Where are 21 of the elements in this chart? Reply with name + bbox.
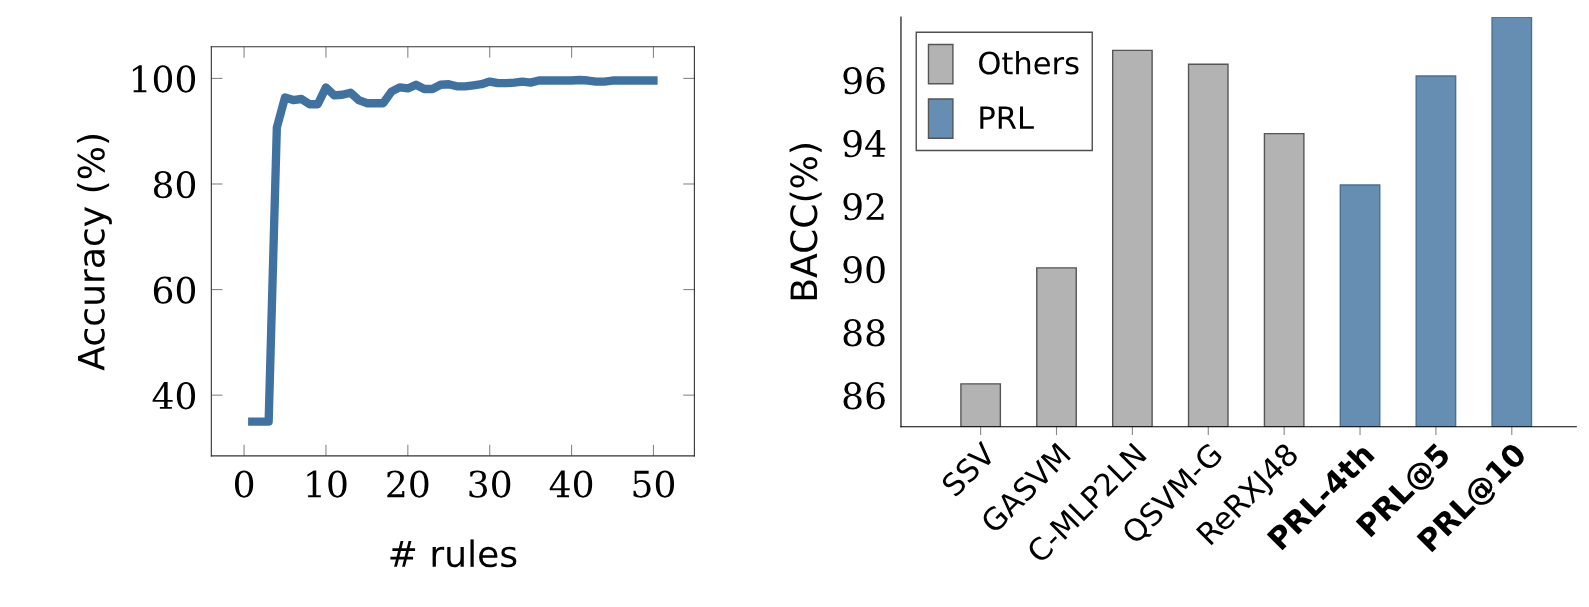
y-axis-title: BACC(%) bbox=[789, 144, 822, 300]
x-tick-label: 20 bbox=[387, 470, 429, 498]
legend-label: Others bbox=[979, 50, 1079, 75]
y-tick-label: 60 bbox=[153, 276, 196, 304]
y-tick-label: 40 bbox=[152, 382, 196, 410]
x-tick-label: 10 bbox=[307, 470, 347, 498]
x-tick-label: 0 bbox=[234, 470, 254, 498]
y-tick-label: 94 bbox=[843, 129, 886, 158]
y-axis-title: Accuracy (%) bbox=[76, 134, 112, 371]
y-tick-label: 88 bbox=[843, 319, 885, 347]
x-tick-label: 30 bbox=[469, 470, 511, 498]
legend-label: PRL bbox=[980, 106, 1034, 129]
y-tick-label: 80 bbox=[153, 170, 196, 199]
y-tick-label: 86 bbox=[843, 382, 885, 410]
y-tick-label: 90 bbox=[843, 256, 885, 284]
x-tick-label: 40 bbox=[549, 470, 593, 498]
y-tick-label: 92 bbox=[843, 193, 884, 221]
y-tick-label: 100 bbox=[132, 65, 196, 93]
x-tick-label: 50 bbox=[633, 470, 675, 498]
x-axis-title: # rules bbox=[390, 539, 517, 568]
y-tick-label: 96 bbox=[843, 66, 885, 95]
